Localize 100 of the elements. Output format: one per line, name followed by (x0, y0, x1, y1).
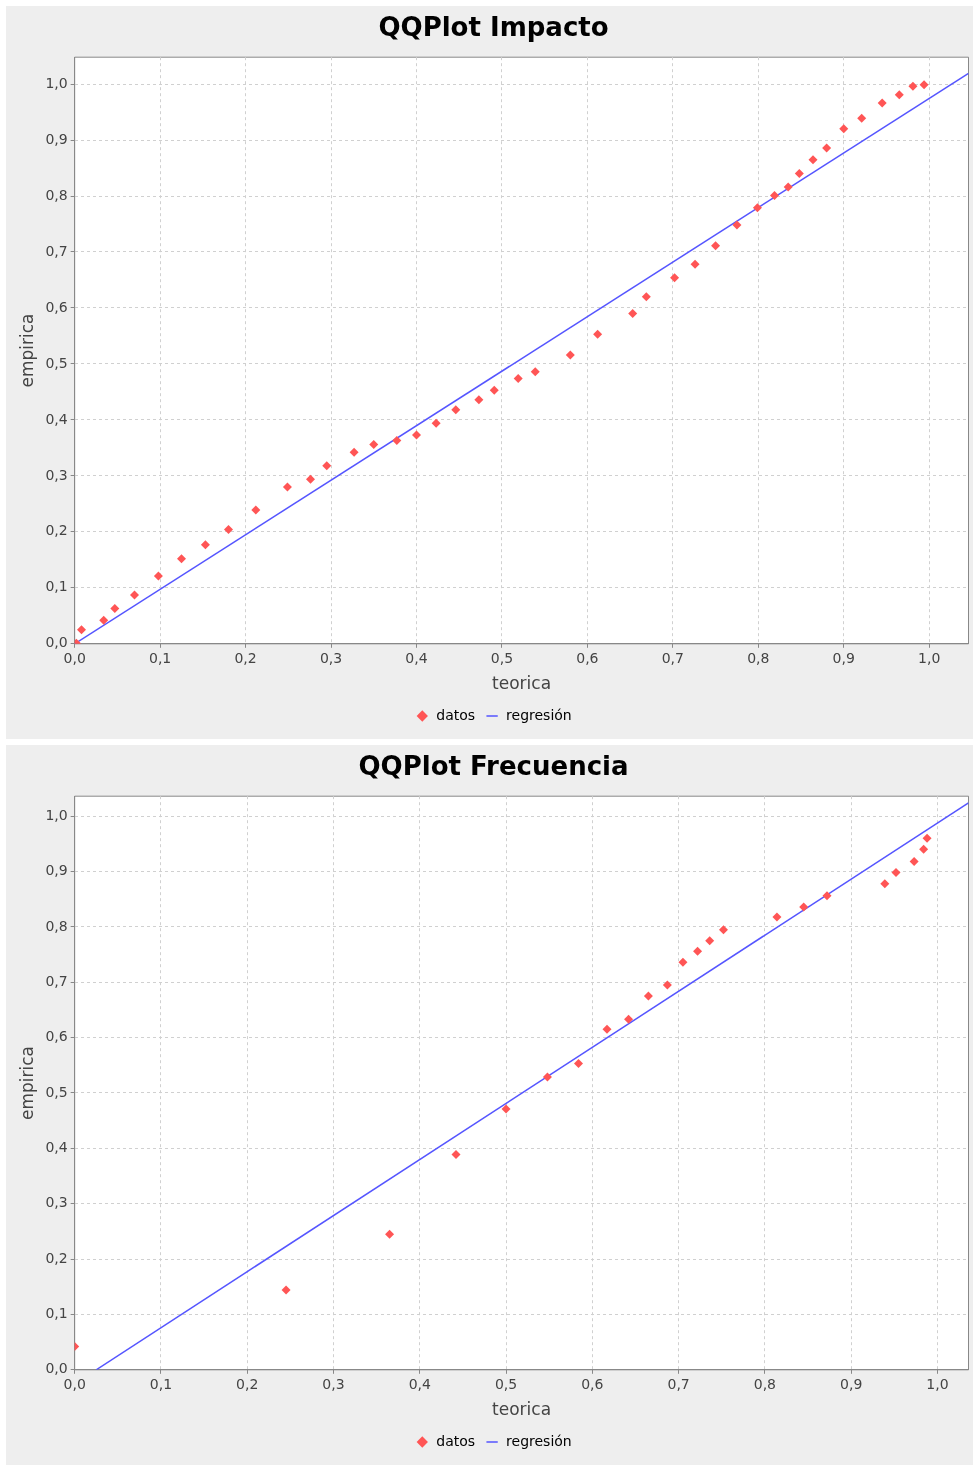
point (176, 554, 186, 564)
point (451, 1149, 461, 1159)
x-axis-title: teorica (492, 673, 552, 694)
x-tick-label: 0,8 (753, 1375, 777, 1392)
point (474, 395, 484, 405)
y-tick-label: 0,9 (45, 130, 68, 147)
x-tick-label: 0,9 (832, 649, 855, 666)
y-tick-label: 0,0 (45, 634, 68, 651)
y-tick-label: 0,2 (45, 1249, 68, 1266)
x-tick-label: 1,0 (926, 1375, 949, 1392)
x-tick-label: 0,2 (236, 1375, 259, 1392)
point (877, 98, 887, 108)
point (794, 169, 804, 179)
y-tick-label: 0,5 (45, 354, 68, 371)
point (513, 373, 523, 383)
x-tick-label: 0,2 (234, 649, 257, 666)
point (690, 259, 700, 269)
point (110, 604, 120, 614)
point (822, 891, 832, 901)
x-tick-label: 0,5 (490, 649, 514, 666)
point (662, 980, 672, 990)
y-tick-label: 0,6 (45, 1028, 68, 1045)
legend-label: datos (436, 1432, 476, 1449)
point (385, 1229, 395, 1239)
point (711, 241, 721, 251)
point (770, 190, 780, 200)
x-tick-label: 0,6 (581, 1375, 604, 1392)
point (799, 902, 809, 912)
y-tick-label: 0,7 (45, 242, 68, 259)
chart-title: QQPlot Frecuencia (358, 751, 629, 782)
y-tick-label: 0,6 (45, 298, 68, 315)
point (593, 329, 603, 339)
x-tick-label: 0,7 (667, 1375, 690, 1392)
point (670, 273, 680, 283)
y-tick-label: 0,8 (45, 917, 68, 934)
y-tick-label: 0,4 (45, 410, 68, 427)
point (718, 925, 728, 935)
y-tick-label: 0,0 (45, 1360, 68, 1377)
x-tick-label: 0,4 (408, 1375, 431, 1392)
point (530, 367, 540, 377)
point (894, 90, 904, 100)
point (251, 505, 261, 515)
y-tick-label: 0,3 (45, 1194, 68, 1211)
point (857, 113, 867, 123)
point (306, 474, 316, 484)
point (624, 1014, 634, 1024)
point (77, 625, 86, 635)
x-tick-label: 0,9 (840, 1375, 863, 1392)
point (822, 143, 832, 153)
point (643, 991, 653, 1001)
point (908, 81, 918, 91)
y-tick-label: 0,2 (45, 522, 68, 539)
point (282, 482, 292, 492)
point (501, 1104, 511, 1114)
x-tick-label: 0,8 (747, 649, 770, 666)
point (129, 590, 139, 600)
point (705, 936, 715, 946)
x-tick-label: 0,4 (405, 649, 428, 666)
y-tick-label: 0,1 (45, 578, 68, 595)
y-tick-label: 1,0 (45, 74, 68, 91)
point (369, 440, 379, 450)
x-tick-label: 1,0 (918, 649, 941, 666)
point (808, 155, 818, 165)
x-axis-title: teorica (492, 1399, 552, 1420)
y-tick-label: 1,0 (45, 806, 68, 823)
point (909, 857, 919, 867)
point (322, 461, 332, 471)
point (641, 292, 651, 302)
legend-label: regresión (506, 706, 572, 723)
point (891, 868, 901, 878)
x-tick-label: 0,3 (319, 649, 343, 666)
point (223, 525, 233, 535)
point (772, 912, 782, 922)
x-tick-label: 0,3 (322, 1375, 345, 1392)
point (839, 124, 849, 134)
point (574, 1059, 584, 1069)
x-tick-label: 0,1 (149, 1375, 173, 1392)
point (281, 1285, 291, 1295)
point (431, 418, 441, 428)
y-tick-label: 0,3 (45, 466, 68, 483)
y-tick-label: 0,8 (45, 186, 68, 203)
x-tick-label: 0,1 (148, 649, 172, 666)
x-tick-label: 0,5 (494, 1375, 518, 1392)
x-tick-label: 0,7 (661, 649, 684, 666)
y-tick-label: 0,9 (45, 862, 68, 879)
chart-title: QQPlot Impacto (378, 12, 609, 43)
point (693, 946, 703, 956)
y-tick-label: 0,5 (45, 1083, 68, 1100)
point (678, 957, 688, 967)
legend-label: regresión (506, 1432, 572, 1449)
point (153, 571, 163, 581)
point (602, 1024, 612, 1034)
point (922, 833, 932, 843)
x-tick-label: 0,0 (63, 1375, 86, 1392)
point (919, 80, 929, 90)
point (392, 436, 402, 446)
point (752, 203, 762, 213)
point (919, 844, 929, 854)
point (783, 182, 793, 192)
point (349, 447, 359, 457)
